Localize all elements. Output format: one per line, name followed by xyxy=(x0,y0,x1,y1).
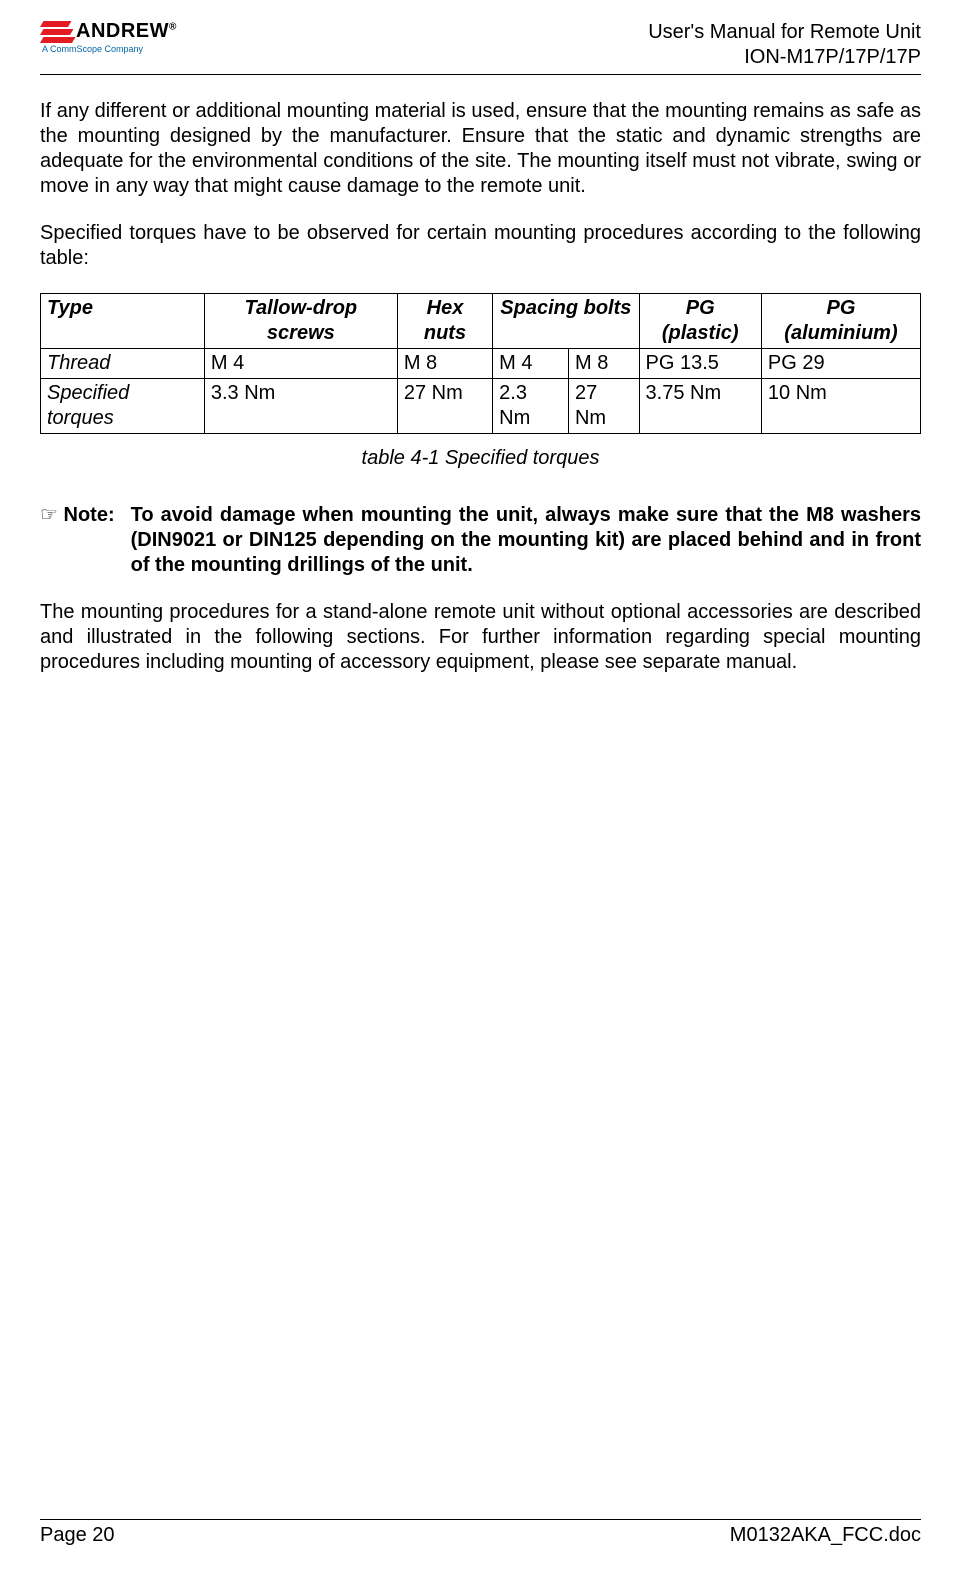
cell: 2.3 Nm xyxy=(493,379,569,434)
col-pg-alu: PG (aluminium) xyxy=(761,294,920,349)
paragraph-2: Specified torques have to be observed fo… xyxy=(40,221,921,271)
cell: M 8 xyxy=(568,349,639,379)
note-label-text: Note: xyxy=(64,504,115,526)
table-row: Thread M 4 M 8 M 4 M 8 PG 13.5 PG 29 xyxy=(41,349,921,379)
footer-right: M0132AKA_FCC.doc xyxy=(730,1524,921,1547)
cell: M 4 xyxy=(204,349,397,379)
footer-left: Page 20 xyxy=(40,1524,115,1547)
col-type: Type xyxy=(41,294,205,349)
torque-table-wrap: Type Tallow-drop screws Hex nuts Spacing… xyxy=(40,293,921,434)
header-title-line1: User's Manual for Remote Unit xyxy=(648,20,921,45)
page-footer: Page 20 M0132AKA_FCC.doc xyxy=(40,1519,921,1547)
note-text: To avoid damage when mounting the unit, … xyxy=(131,503,921,578)
note-block: ☞ Note: To avoid damage when mounting th… xyxy=(40,503,921,578)
row-torques-label: Specified torques xyxy=(41,379,205,434)
page-header: ANDREW® A CommScope Company User's Manua… xyxy=(40,20,921,75)
header-title: User's Manual for Remote Unit ION-M17P/1… xyxy=(648,20,921,70)
table-caption: table 4-1 Specified torques xyxy=(40,446,921,471)
col-spacing: Spacing bolts xyxy=(493,294,639,349)
row-thread-label: Thread xyxy=(41,349,205,379)
hand-point-icon: ☞ xyxy=(40,504,58,526)
col-pg-plastic: PG (plastic) xyxy=(639,294,761,349)
paragraph-1: If any different or additional mounting … xyxy=(40,99,921,199)
logo-text: ANDREW® xyxy=(76,20,177,43)
cell: M 4 xyxy=(493,349,569,379)
paragraph-4: The mounting procedures for a stand-alon… xyxy=(40,600,921,675)
logo-block: ANDREW® A CommScope Company xyxy=(40,20,177,54)
logo-subtitle: A CommScope Company xyxy=(42,44,143,54)
cell: 3.75 Nm xyxy=(639,379,761,434)
cell: 3.3 Nm xyxy=(204,379,397,434)
logo: ANDREW® xyxy=(40,20,177,43)
page-content: If any different or additional mounting … xyxy=(40,99,921,675)
col-hex: Hex nuts xyxy=(397,294,492,349)
cell: PG 29 xyxy=(761,349,920,379)
col-tallow: Tallow-drop screws xyxy=(204,294,397,349)
cell: 27 Nm xyxy=(568,379,639,434)
cell: M 8 xyxy=(397,349,492,379)
table-row: Specified torques 3.3 Nm 27 Nm 2.3 Nm 27… xyxy=(41,379,921,434)
cell: 27 Nm xyxy=(397,379,492,434)
cell: 10 Nm xyxy=(761,379,920,434)
table-row: Type Tallow-drop screws Hex nuts Spacing… xyxy=(41,294,921,349)
header-title-line2: ION-M17P/17P/17P xyxy=(648,45,921,70)
note-label: ☞ Note: xyxy=(40,503,115,578)
logo-mark-icon xyxy=(40,21,72,43)
cell: PG 13.5 xyxy=(639,349,761,379)
torque-table: Type Tallow-drop screws Hex nuts Spacing… xyxy=(40,293,921,434)
